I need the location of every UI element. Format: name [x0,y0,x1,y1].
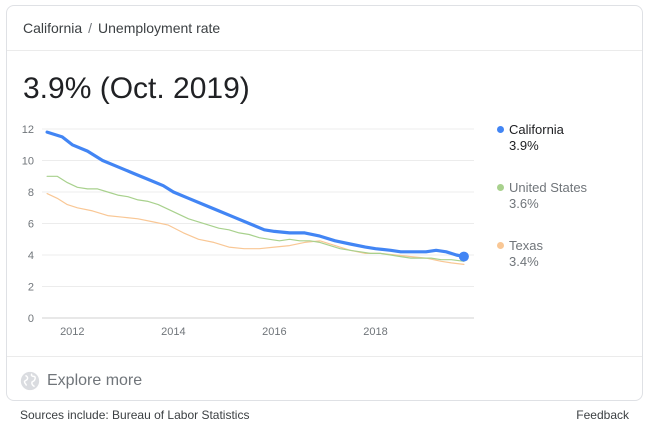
explore-more-label: Explore more [47,372,143,389]
x-tick-label-2018: 2018 [363,326,387,338]
y-tick-label-2: 2 [28,282,34,294]
legend-dot-texas [497,242,504,249]
series-line-united-states [46,175,465,262]
legend-dot-united-states [497,184,504,191]
legend-name-texas: Texas [509,238,543,253]
globe-icon [20,371,40,391]
legend-name-united-states: United States [509,180,588,195]
legend-value-texas: 3.4% [509,254,539,269]
breadcrumb-california-link[interactable]: California [23,20,83,36]
legend-dot-california [497,126,504,133]
series-endpoint-california [458,251,469,262]
headline-value: 3.9% (Oct. 2019) [23,72,250,105]
top-divider [7,50,642,51]
x-tick-label-2016: 2016 [262,326,286,338]
breadcrumb-current: Unemployment rate [98,20,221,36]
series-line-texas [46,193,465,265]
y-tick-label-0: 0 [28,313,34,325]
feedback-link[interactable]: Feedback [576,408,629,422]
series-line-california [45,130,466,259]
x-tick-label-2014: 2014 [161,326,185,338]
explore-more-button[interactable]: Explore more [19,368,142,394]
bottom-divider [7,356,642,357]
unemployment-card: California / Unemployment rate 3.9% (Oct. … [6,5,643,401]
breadcrumb-separator: / [88,20,93,36]
y-tick-label-10: 10 [22,156,34,168]
legend-value-california: 3.9% [509,138,539,153]
sources-note: Sources include: Bureau of Labor Statist… [20,408,250,422]
breadcrumb: California / Unemployment rate [23,20,220,36]
legend-value-united-states: 3.6% [509,196,539,211]
legend-name-california: California [509,122,564,137]
unemployment-line-chart: 0 2 4 6 8 10 12 2012 2014 2016 2018 [22,124,474,338]
y-tick-label-8: 8 [28,187,34,199]
y-tick-label-12: 12 [22,124,34,136]
y-tick-label-4: 4 [28,250,34,262]
x-tick-label-2012: 2012 [60,326,84,338]
y-tick-label-6: 6 [28,219,34,231]
